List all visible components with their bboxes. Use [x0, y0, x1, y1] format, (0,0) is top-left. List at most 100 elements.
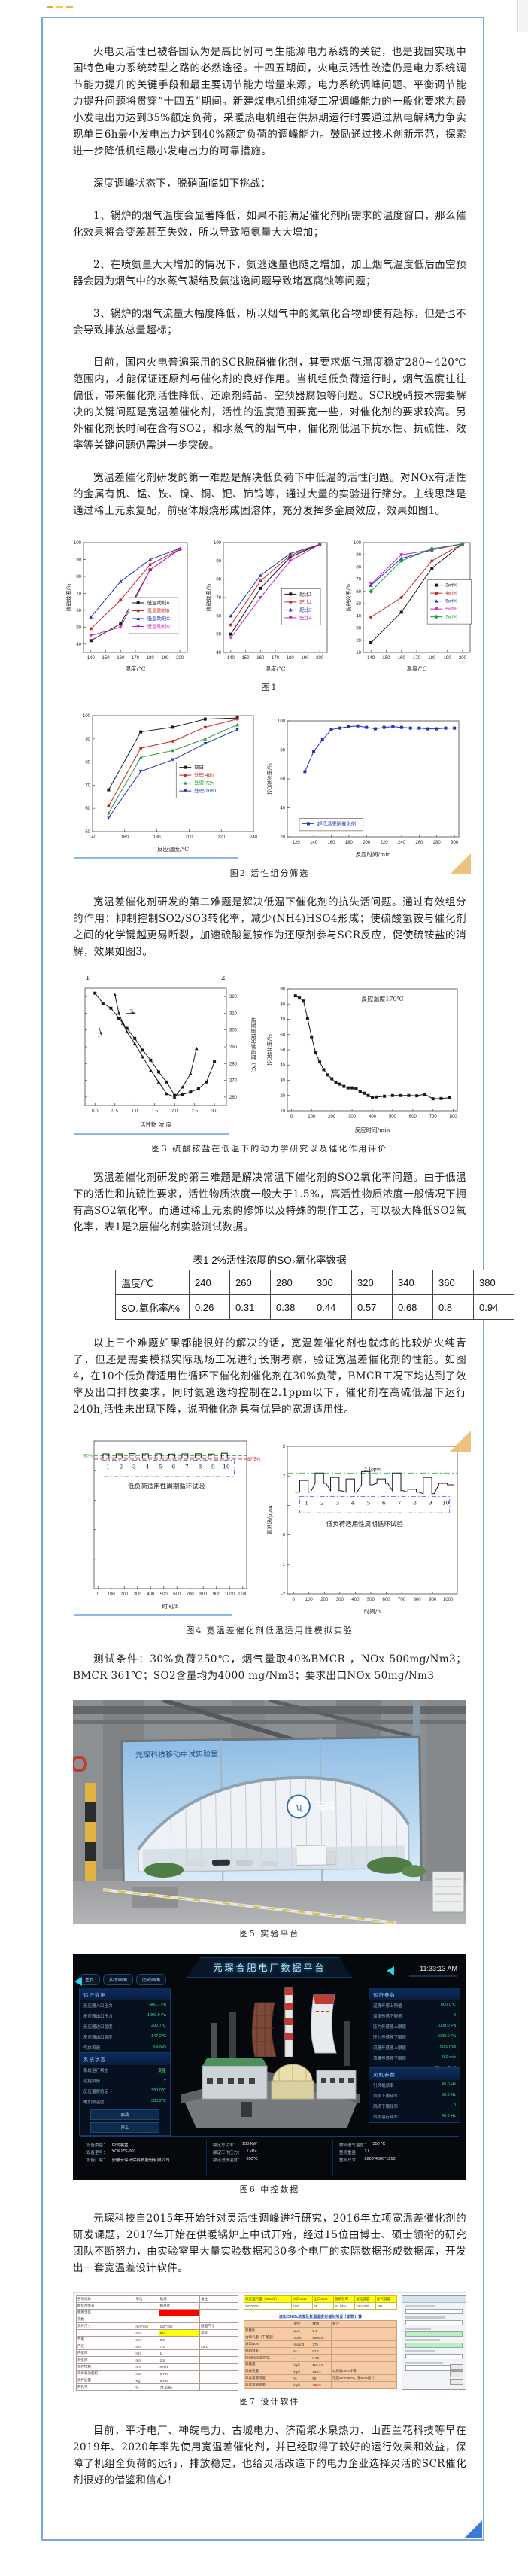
svg-text:290: 290 [229, 1045, 238, 1050]
concrete-pillar [426, 1700, 466, 1881]
cell: 0.021 [158, 2363, 201, 2371]
param-label: 启动 [120, 2113, 129, 2118]
equip-value: 150 KW [242, 2142, 257, 2146]
paragraph-challenge-1: 1、锅炉的烟气温度会显著降低，如果不能满足催化剂所需求的温度窗口，那么催化效果将… [73, 210, 466, 239]
param-value: -1000.0 Pa [435, 2034, 456, 2039]
equipment-column: 物料进气温度： 350 ℃ 整机重量： 2 t 整机尺寸： 8200*4600*1810 [332, 2140, 459, 2176]
panel-row: 反应器出口温度 147.2℃ [80, 2032, 170, 2042]
equipment-column: 额定总功率： 150 KW 额定工作压力： 1 kPa 额定进水温度： 350℃ [206, 2140, 332, 2176]
cell: mg/m3 [292, 2340, 312, 2348]
table-row: 尿素耗量 kg/h 195.4 以尿素40%计算 [244, 2368, 397, 2375]
warning-pole [85, 1783, 96, 1881]
svg-text:160: 160 [256, 656, 265, 661]
cell: 开孔率 [76, 2383, 135, 2391]
svg-text:2: 2 [221, 976, 226, 982]
svg-text:50: 50 [76, 625, 81, 630]
cell: mm [134, 2356, 159, 2364]
svg-text:150: 150 [102, 656, 110, 661]
figure4-caption: 图4 宽温差催化剂低温适用性模拟实验 [186, 1626, 354, 1635]
dash-mark [66, 6, 73, 8]
dashboard-panel: 系统状态 系统运行状态 变量 远程启停 ● 反应温度给定 380.0℃ 电加热温度 380.2℃… [79, 2052, 171, 2136]
table-row: 催化剂型号 蜂窝式 [76, 2302, 238, 2310]
svg-text:处理-48h: 处理-48h [194, 771, 214, 778]
svg-text:NO转化率/%: NO转化率/% [266, 1034, 273, 1066]
building-roofline [137, 1776, 410, 1851]
svg-text:170: 170 [412, 656, 420, 661]
line-chart: 0.0 0.5 1.0 1.5 2.0 2.5 3.0 260 270 280 290 300 310 3… [84, 975, 257, 1128]
table-row: 使用温区 [76, 2309, 238, 2316]
dashboard-clock: 11:33:13 AM [420, 1965, 457, 1972]
cell: % [134, 2383, 159, 2391]
table-row: 开孔率% 74.6466 [76, 2383, 238, 2391]
svg-text:2: 2 [119, 1463, 123, 1470]
svg-text:220: 220 [381, 841, 389, 845]
figure6-dashboard: 元琛合肥电厂数据平台 主页 实时画面 历史画面 11:33:13 AM [73, 1954, 466, 2180]
panel-title: 风机参数 [369, 2068, 460, 2080]
equip-value: 中试装置 [111, 2143, 129, 2148]
svg-text:8: 8 [198, 1463, 202, 1470]
svg-text:6: 6 [171, 1463, 175, 1470]
svg-text:100: 100 [108, 1592, 116, 1597]
car [211, 1859, 230, 1866]
col-header: 备注 [199, 2295, 238, 2303]
logo-glyph: ʯ [296, 1802, 303, 1812]
svg-text:280: 280 [229, 1062, 238, 1066]
cell: m3/h [292, 2334, 312, 2341]
cell: 以尿素40%计算 [331, 2368, 397, 2375]
expand-corner-button[interactable] [464, 2520, 482, 2538]
svg-text:400: 400 [369, 1115, 377, 1119]
cell [331, 2340, 397, 2348]
paragraph-challenge-lead: 深度调峰状态下，脱硝面临如下挑战： [93, 178, 272, 190]
sign-ring [73, 1756, 87, 1772]
paragraph-conclusion: 目前，平圩电厂、神皖电力、古城电力、济南浆水泉热力、山西兰花科技等早在2019年… [73, 2425, 466, 2486]
param-value: 0 [453, 2013, 456, 2018]
value-cell: 300 [311, 1270, 352, 1295]
svg-text:1100: 1100 [238, 1592, 248, 1597]
scrollbar-stub[interactable] [517, 0, 528, 32]
cell: 8.249 [158, 2377, 201, 2384]
svg-text:1: 1 [283, 1504, 286, 1508]
cell: mm [134, 2329, 159, 2337]
cell: 外壁厚 [76, 2356, 135, 2364]
svg-text:300: 300 [134, 1592, 142, 1597]
line-chart: 140 150 160 170 180 190 200 40 50 60 70 80 90 100 温度/°… [205, 541, 327, 672]
value-cell: 0.68 [392, 1294, 433, 1320]
ac-unit [432, 1871, 465, 1913]
flue-gas-strip: 标定烟气量（Nm3/h） 入口NOx 出口NOx 脱硝效率 催化温度 停气温度 247000… [243, 2295, 397, 2310]
panel-row: 引风机频率 45.0 Hz [369, 2080, 460, 2091]
value-cell: 360 [432, 1270, 474, 1295]
cell: 使用温区 [76, 2309, 135, 2316]
table-row: 元件有效面积 m2 0.727 [76, 2370, 238, 2377]
figure2-chart-stability: 120 140 160 180 200 220 240 260 280 300 20 40 60 80 10… [265, 713, 466, 864]
svg-text:1: 1 [305, 1500, 308, 1507]
value-cell: 380 [473, 1270, 514, 1295]
svg-text:50: 50 [356, 602, 361, 607]
equip-label: 额定工作压力： [213, 2151, 242, 2155]
dashboard-date-stub [409, 1975, 457, 1977]
param-label: 反应器入口压力 [83, 2004, 113, 2009]
cell: 195.4 [311, 2368, 332, 2375]
svg-text:800: 800 [199, 1592, 208, 1597]
param-label: 风机运行频率 [373, 2115, 399, 2120]
svg-text:190: 190 [161, 656, 169, 661]
figure1-caption: 图1 [261, 683, 278, 692]
equip-label: 设备型号： [86, 2151, 108, 2155]
figure2-caption: 图2 活性组分筛选 [229, 868, 310, 878]
cell: μL/L [292, 2327, 312, 2334]
svg-text:500: 500 [160, 1592, 168, 1597]
svg-text:5: 5 [159, 1463, 162, 1470]
figure4-chart-efficiency-cycles: 0 100 200 300 400 500 600 700 800 900 1000 1100 时间/h… [73, 1434, 265, 1616]
svg-text:500: 500 [367, 1598, 375, 1602]
svg-text:5: 5 [366, 1500, 370, 1507]
svg-text:140: 140 [226, 656, 235, 661]
param-value: 50.0 Hz [442, 2093, 456, 2097]
value-cell: 0.94 [473, 1294, 514, 1320]
equip-value: 8200*4600*1810 [364, 2157, 396, 2161]
col-header: 各项指标 [76, 2295, 135, 2303]
panel-row: 压力传感器上限值 1000.0 Pa [369, 2021, 460, 2032]
table-row: 尿素溶液浓度% 50 浓度40%-60%，按50%设计 [244, 2374, 397, 2382]
cell [199, 2349, 238, 2357]
svg-text:87.5%: 87.5% [247, 1458, 261, 1462]
svg-text:低温助剂D: 低温助剂D [147, 623, 170, 630]
dashboard-title: 元琛合肥电厂数据平台 [187, 1957, 353, 1978]
